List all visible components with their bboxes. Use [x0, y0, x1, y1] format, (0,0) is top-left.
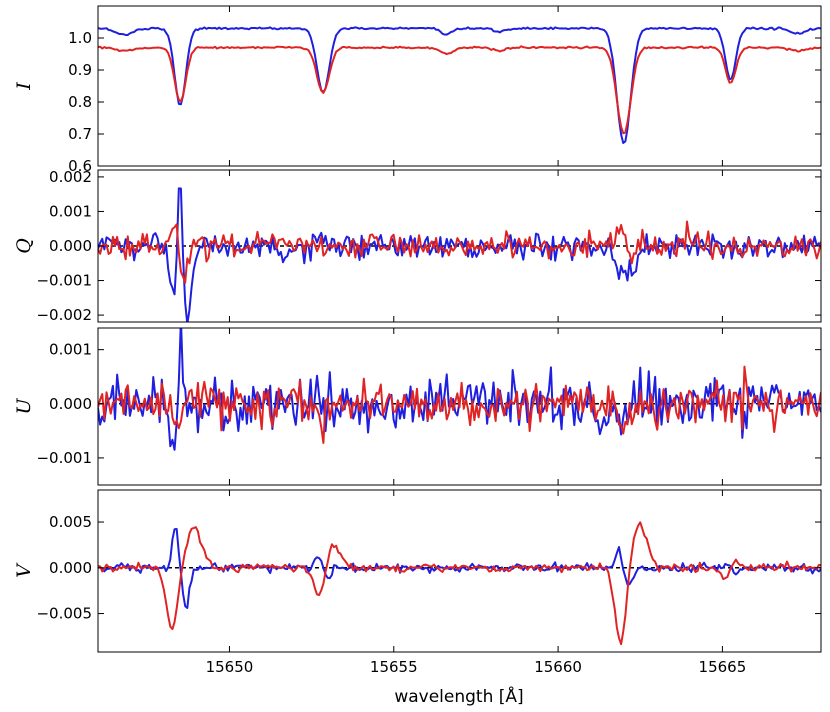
ytick-label-Q-3: 0.001: [49, 202, 92, 220]
y-axis-label-I: I: [13, 82, 35, 91]
x-axis-label: wavelength [Å]: [394, 685, 523, 707]
axes-frame-U: [97, 327, 822, 486]
panel-U: −0.001 0.000 0.001 U: [13, 327, 822, 486]
y-axis-label-V: V: [13, 562, 35, 578]
ytick-label-I-2: 0.8: [68, 93, 92, 111]
ytick-label-I-1: 0.7: [68, 125, 92, 143]
xtick-label-1: 15655: [370, 658, 418, 676]
ytick-label-I-3: 0.9: [68, 61, 92, 79]
xtick-label-2: 15660: [534, 658, 582, 676]
ytick-label-V-2: 0.005: [49, 513, 92, 531]
ytick-label-V-1: 0.000: [49, 559, 92, 577]
series-red-I: [98, 45, 821, 135]
series-red-U: [98, 365, 821, 444]
panel-Q: −0.002 −0.001 0.000 0.001 0.002 Q: [13, 168, 822, 324]
ytick-label-U-1: 0.000: [49, 395, 92, 413]
ytick-label-I-0: 0.6: [68, 157, 92, 175]
ytick-label-Q-4: 0.002: [49, 168, 92, 186]
series-red-V: [98, 521, 821, 646]
series-blue-I: [98, 26, 821, 144]
xtick-label-0: 15650: [206, 658, 254, 676]
ytick-label-V-0: −0.005: [36, 605, 92, 623]
ytick-label-U-2: 0.001: [49, 341, 92, 359]
ytick-label-Q-1: −0.001: [36, 272, 92, 290]
ytick-label-U-0: −0.001: [36, 449, 92, 467]
y-axis-label-Q: Q: [13, 238, 35, 254]
panel-I: 0.6 0.7 0.8 0.9 1.0 I: [13, 5, 822, 175]
series-red-Q: [98, 220, 821, 284]
ytick-label-Q-2: 0.000: [49, 237, 92, 255]
ytick-label-Q-0: −0.002: [36, 306, 92, 324]
panels-group: 0.6 0.7 0.8 0.9 1.0 I −0.002 −0.001 0.000 0.001 0.…: [13, 5, 822, 676]
axes-frame-V: [97, 489, 822, 653]
panel-V: −0.005 0.000 0.005 V: [13, 489, 822, 653]
xtick-label-3: 15665: [699, 658, 747, 676]
ytick-label-I-4: 1.0: [68, 29, 92, 47]
y-axis-label-U: U: [13, 398, 35, 415]
axes-frame-I: [97, 5, 822, 167]
